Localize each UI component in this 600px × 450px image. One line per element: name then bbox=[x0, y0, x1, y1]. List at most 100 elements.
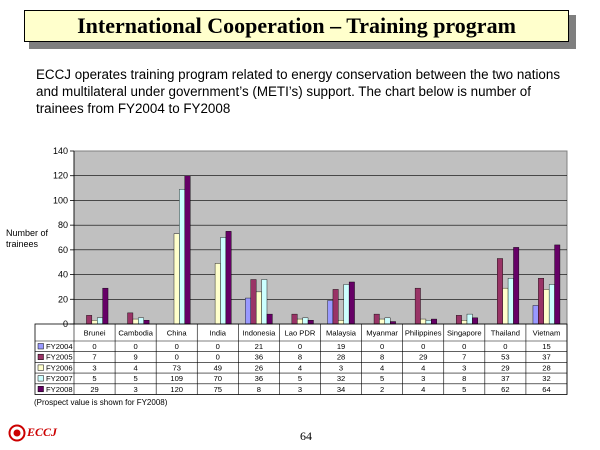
bar bbox=[466, 313, 473, 325]
data-label: 4 bbox=[298, 363, 302, 372]
x-tick-label: Singapore bbox=[447, 329, 482, 338]
bar bbox=[266, 313, 273, 325]
bar bbox=[343, 284, 350, 325]
data-label: 53 bbox=[501, 353, 509, 362]
legend-label: FY2006 bbox=[46, 363, 73, 372]
data-label: 7 bbox=[92, 353, 96, 362]
bar bbox=[461, 320, 468, 325]
bar bbox=[250, 279, 257, 325]
bar bbox=[138, 317, 144, 325]
data-label: 49 bbox=[214, 363, 222, 372]
y-tick-label: 140 bbox=[53, 146, 68, 156]
bar bbox=[384, 317, 391, 325]
legend-swatch bbox=[37, 375, 44, 382]
bar bbox=[261, 279, 268, 325]
bar bbox=[332, 289, 339, 325]
data-label: 4 bbox=[421, 363, 425, 372]
footnote: (Prospect value is shown for FY2008) bbox=[34, 398, 168, 407]
bar bbox=[554, 244, 561, 325]
data-label: 0 bbox=[216, 353, 220, 362]
data-label: 9 bbox=[134, 353, 138, 362]
data-label: 29 bbox=[90, 385, 98, 394]
bar bbox=[513, 247, 520, 325]
bar bbox=[338, 320, 344, 325]
bar bbox=[425, 320, 432, 325]
bar bbox=[502, 287, 509, 325]
page-number: 64 bbox=[300, 429, 312, 443]
data-label: 0 bbox=[92, 342, 96, 351]
data-label: 0 bbox=[503, 342, 507, 351]
legend-swatch bbox=[37, 364, 44, 371]
bar bbox=[532, 305, 539, 325]
data-label: 32 bbox=[337, 374, 345, 383]
bar bbox=[538, 278, 544, 325]
bar bbox=[143, 320, 150, 325]
bar bbox=[291, 313, 298, 325]
bar bbox=[507, 278, 514, 325]
y-tick-label: 120 bbox=[53, 171, 68, 181]
data-label: 4 bbox=[421, 385, 425, 394]
y-axis-label: Number of trainees bbox=[6, 228, 49, 249]
bar bbox=[214, 263, 221, 325]
x-tick-label: China bbox=[167, 329, 188, 338]
bar bbox=[184, 175, 191, 325]
data-label: 26 bbox=[255, 363, 263, 372]
data-label: 15 bbox=[542, 342, 550, 351]
data-label: 36 bbox=[255, 374, 263, 383]
x-tick-label: Myanmar bbox=[366, 329, 398, 338]
eccj-logo-icon bbox=[8, 424, 26, 442]
bar bbox=[127, 312, 134, 325]
bar bbox=[297, 318, 303, 325]
slide-title: International Cooperation – Training pro… bbox=[24, 10, 569, 42]
data-label: 3 bbox=[421, 374, 425, 383]
bar bbox=[225, 231, 232, 325]
data-label: 5 bbox=[92, 374, 96, 383]
data-label: 73 bbox=[172, 363, 180, 372]
bar bbox=[97, 317, 103, 325]
data-label: 8 bbox=[462, 374, 466, 383]
bar bbox=[548, 284, 555, 325]
bar bbox=[255, 291, 262, 325]
data-label: 4 bbox=[380, 363, 384, 372]
legend-swatch bbox=[37, 386, 44, 393]
x-tick-label: Brunei bbox=[84, 329, 106, 338]
data-label: 0 bbox=[421, 342, 425, 351]
data-label: 19 bbox=[337, 342, 345, 351]
x-tick-label: Thailand bbox=[491, 329, 520, 338]
data-label: 0 bbox=[380, 342, 384, 351]
bar bbox=[373, 313, 380, 325]
data-label: 3 bbox=[134, 385, 138, 394]
data-label: 3 bbox=[462, 363, 466, 372]
legend-swatch bbox=[37, 353, 44, 360]
data-label: 62 bbox=[501, 385, 509, 394]
bar bbox=[455, 315, 462, 325]
data-label: 5 bbox=[462, 385, 466, 394]
data-label: 0 bbox=[175, 353, 179, 362]
data-label: 0 bbox=[216, 342, 220, 351]
x-tick-label: Cambodia bbox=[118, 329, 153, 338]
data-label: 70 bbox=[214, 374, 222, 383]
data-label: 36 bbox=[255, 353, 263, 362]
data-label: 34 bbox=[337, 385, 345, 394]
data-label: 2 bbox=[380, 385, 384, 394]
data-label: 0 bbox=[462, 342, 466, 351]
bar bbox=[179, 189, 186, 325]
bar bbox=[173, 233, 180, 325]
bar bbox=[543, 289, 550, 325]
data-label: 8 bbox=[257, 385, 261, 394]
bar bbox=[414, 287, 421, 325]
bar bbox=[327, 300, 334, 325]
legend-label: FY2008 bbox=[46, 385, 73, 394]
data-label: 3 bbox=[298, 385, 302, 394]
legend-label: FY2004 bbox=[46, 342, 73, 351]
data-label: 109 bbox=[170, 374, 183, 383]
bar bbox=[431, 318, 437, 325]
bar bbox=[307, 320, 314, 325]
data-label: 7 bbox=[462, 353, 466, 362]
data-label: 64 bbox=[542, 385, 550, 394]
bar bbox=[497, 258, 503, 325]
x-tick-label: Philippines bbox=[405, 329, 442, 338]
data-label: 5 bbox=[134, 374, 138, 383]
bar bbox=[379, 318, 386, 325]
